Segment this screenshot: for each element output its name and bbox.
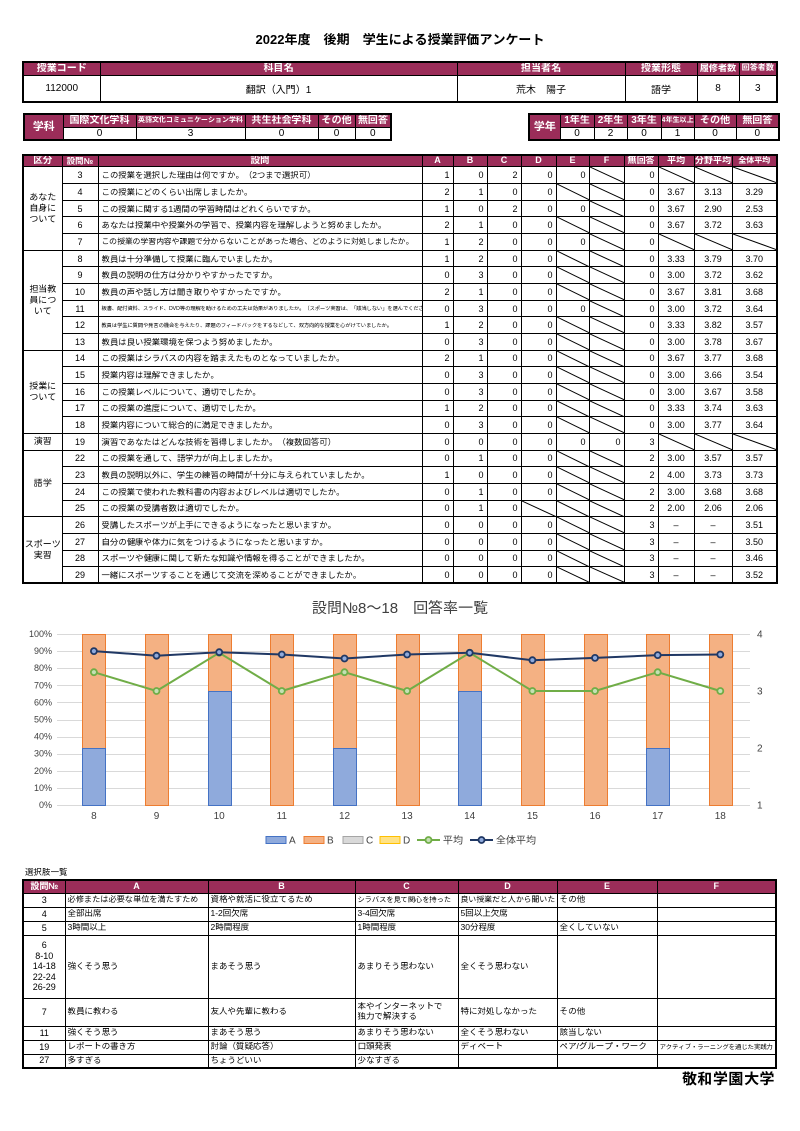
- svg-text:D: D: [403, 836, 410, 847]
- svg-text:15: 15: [527, 811, 539, 822]
- svg-text:10%: 10%: [34, 783, 52, 793]
- svg-text:B: B: [327, 836, 334, 847]
- svg-text:全体平均: 全体平均: [495, 835, 536, 847]
- svg-text:A: A: [289, 836, 296, 847]
- svg-text:3: 3: [757, 687, 763, 698]
- svg-text:16: 16: [589, 811, 601, 822]
- svg-text:60%: 60%: [34, 697, 52, 707]
- svg-text:4: 4: [757, 630, 763, 641]
- svg-text:30%: 30%: [34, 749, 52, 759]
- svg-text:0%: 0%: [39, 800, 52, 810]
- svg-text:50%: 50%: [34, 715, 52, 725]
- svg-text:12: 12: [339, 811, 351, 822]
- svg-text:20%: 20%: [34, 766, 52, 776]
- svg-text:14: 14: [464, 811, 476, 822]
- svg-text:90%: 90%: [34, 646, 52, 656]
- svg-text:17: 17: [652, 811, 664, 822]
- svg-text:100%: 100%: [29, 629, 52, 639]
- svg-text:2: 2: [757, 744, 763, 755]
- svg-text:設問№8～18 回答率一覧: 設問№8～18 回答率一覧: [312, 600, 488, 617]
- svg-text:C: C: [366, 836, 373, 847]
- svg-text:80%: 80%: [34, 663, 52, 673]
- svg-text:10: 10: [214, 811, 226, 822]
- svg-text:13: 13: [402, 811, 414, 822]
- svg-text:70%: 70%: [34, 680, 52, 690]
- svg-text:11: 11: [277, 811, 288, 822]
- svg-text:9: 9: [154, 811, 160, 822]
- svg-text:40%: 40%: [34, 732, 52, 742]
- svg-text:平均: 平均: [443, 835, 463, 847]
- svg-text:1: 1: [757, 801, 763, 812]
- svg-text:8: 8: [91, 811, 97, 822]
- svg-text:18: 18: [715, 811, 727, 822]
